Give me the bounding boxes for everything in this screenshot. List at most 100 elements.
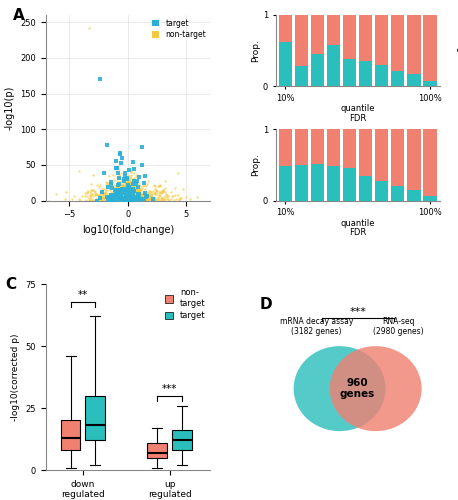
Point [124,195,131,203]
Point [131,194,138,202]
Point [121,188,128,196]
Point [116,186,124,194]
Point [155,194,162,202]
Point [96,193,103,201]
Point [128,194,136,202]
Point [161,192,168,200]
Point [119,196,126,204]
Point [120,196,127,203]
Point [118,188,125,196]
Point [110,190,117,198]
Point [125,194,133,202]
Point [119,195,126,203]
Point [127,192,134,200]
Point [118,196,125,204]
Point [118,180,125,188]
Point [131,196,138,204]
Point [122,196,129,204]
Bar [311,15,324,54]
Point [129,188,136,196]
Point [119,194,126,202]
Point [119,196,126,203]
Point [123,192,130,200]
Point [132,194,140,202]
Point [126,195,133,203]
Point [112,192,120,200]
Point [125,194,132,202]
Point [131,190,138,198]
Point [89,171,97,179]
Bar [424,196,436,200]
Point [132,186,140,194]
Point [132,194,140,202]
Point [144,190,152,198]
Point [81,196,88,204]
Point [111,196,119,204]
Point [101,185,108,193]
Point [127,190,134,198]
Point [121,192,129,200]
Point [122,186,130,194]
Point [118,190,125,198]
Point [120,196,127,204]
Point [103,181,110,189]
Point [120,194,128,202]
Point [107,195,114,203]
Point [133,196,140,204]
Point [115,190,122,198]
Point [120,196,128,204]
Point [116,196,124,204]
Point [129,192,136,200]
Point [142,196,149,204]
Point [122,186,129,194]
Point [126,193,133,201]
Point [106,193,113,201]
Bar [311,130,324,164]
Point [116,180,123,188]
Point [124,183,131,191]
Point [127,189,135,197]
Point [162,190,169,198]
Point [135,188,142,196]
Point [117,196,125,204]
Point [129,194,136,202]
Point [118,188,125,196]
Point [133,196,141,204]
Point [116,196,123,203]
Point [120,196,128,203]
Point [117,190,124,198]
Point [126,191,133,199]
Point [120,185,127,193]
Point [129,194,136,202]
Point [124,194,131,202]
Point [117,194,125,202]
Point [118,196,125,204]
Point [134,192,142,200]
Point [121,191,129,199]
Point [122,196,129,203]
Bar [311,54,324,86]
Point [129,194,136,202]
Point [120,176,127,184]
Point [114,192,121,200]
Point [106,186,114,194]
Point [153,187,160,195]
Point [116,193,124,201]
Point [156,192,164,200]
Point [115,194,123,202]
Point [145,191,152,199]
Point [115,171,123,179]
Point [115,196,123,204]
Point [110,176,117,184]
Point [96,191,103,199]
Text: ***: *** [162,384,177,394]
Point [111,192,118,200]
Text: A: A [13,8,25,22]
Point [135,192,142,200]
Point [122,196,129,203]
Point [123,194,131,202]
Point [157,196,164,204]
Point [130,196,137,203]
Point [119,180,126,188]
Point [123,176,131,184]
